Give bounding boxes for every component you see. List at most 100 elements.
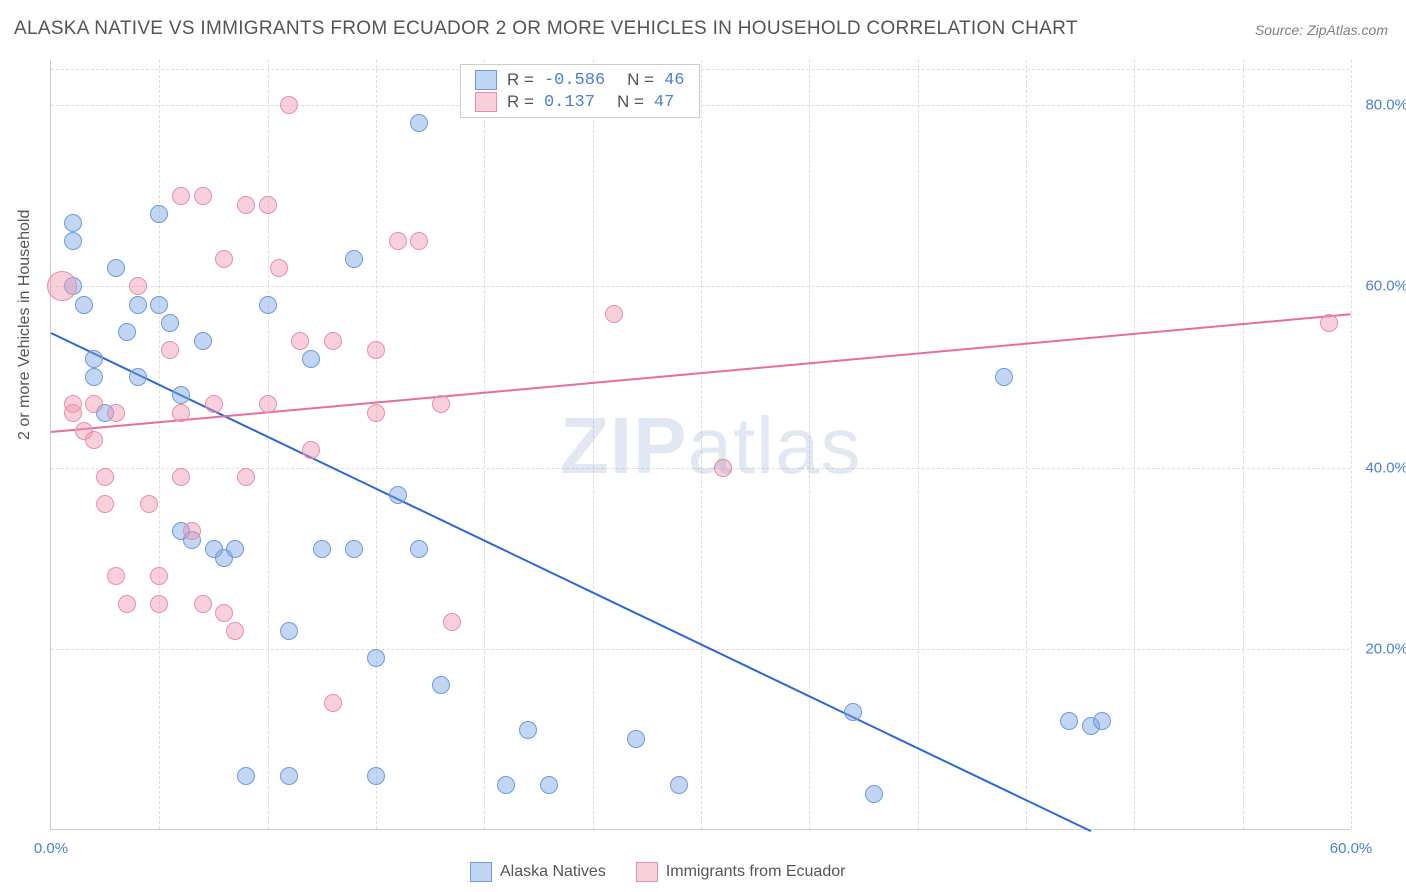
data-point xyxy=(75,296,93,314)
data-point xyxy=(280,622,298,640)
gridline-vertical xyxy=(1134,60,1135,829)
data-point xyxy=(205,395,223,413)
data-point xyxy=(995,368,1013,386)
gridline-vertical xyxy=(918,60,919,829)
data-point xyxy=(714,459,732,477)
legend-series-label: Immigrants from Ecuador xyxy=(666,863,846,881)
data-point xyxy=(118,595,136,613)
data-point xyxy=(237,468,255,486)
data-point xyxy=(172,404,190,422)
data-point xyxy=(107,404,125,422)
data-point xyxy=(410,114,428,132)
data-point xyxy=(291,332,309,350)
data-point xyxy=(129,296,147,314)
chart-title: ALASKA NATIVE VS IMMIGRANTS FROM ECUADOR… xyxy=(14,18,1078,40)
data-point xyxy=(410,232,428,250)
data-point xyxy=(410,540,428,558)
legend-n-value: 46 xyxy=(664,71,684,90)
data-point xyxy=(215,604,233,622)
plot-area: 20.0%40.0%60.0%80.0%0.0%60.0% xyxy=(50,60,1350,830)
data-point xyxy=(161,341,179,359)
gridline-vertical xyxy=(159,60,160,829)
data-point xyxy=(85,350,103,368)
data-point xyxy=(85,431,103,449)
gridline-vertical xyxy=(593,60,594,829)
data-point xyxy=(172,386,190,404)
data-point xyxy=(259,395,277,413)
data-point xyxy=(150,595,168,613)
data-point xyxy=(226,622,244,640)
data-point xyxy=(237,767,255,785)
data-point xyxy=(367,404,385,422)
data-point xyxy=(194,595,212,613)
legend-swatch xyxy=(470,862,492,882)
data-point xyxy=(540,776,558,794)
legend-r-value: 0.137 xyxy=(544,93,595,112)
legend-r-label: R = xyxy=(507,92,534,112)
data-point xyxy=(96,468,114,486)
data-point xyxy=(259,296,277,314)
data-point xyxy=(367,767,385,785)
y-tick-label: 80.0% xyxy=(1365,97,1406,114)
data-point xyxy=(313,540,331,558)
data-point xyxy=(64,214,82,232)
data-point xyxy=(270,259,288,277)
y-axis-label: 2 or more Vehicles in Household xyxy=(16,210,34,440)
data-point xyxy=(215,250,233,268)
data-point xyxy=(280,96,298,114)
legend-n-label: N = xyxy=(627,70,654,90)
data-point xyxy=(47,271,77,301)
data-point xyxy=(107,259,125,277)
data-point xyxy=(107,567,125,585)
data-point xyxy=(161,314,179,332)
source-attribution: Source: ZipAtlas.com xyxy=(1255,22,1388,38)
legend-r-value: -0.586 xyxy=(544,71,605,90)
legend-series-item: Alaska Natives xyxy=(470,862,606,882)
gridline-vertical xyxy=(809,60,810,829)
data-point xyxy=(627,730,645,748)
legend-swatch xyxy=(475,92,497,112)
data-point xyxy=(324,332,342,350)
data-point xyxy=(150,296,168,314)
data-point xyxy=(118,323,136,341)
gridline-vertical xyxy=(701,60,702,829)
data-point xyxy=(280,767,298,785)
legend-n-value: 47 xyxy=(654,93,674,112)
data-point xyxy=(844,703,862,721)
gridline-vertical xyxy=(484,60,485,829)
data-point xyxy=(96,495,114,513)
gridline-vertical xyxy=(376,60,377,829)
data-point xyxy=(64,232,82,250)
data-point xyxy=(324,694,342,712)
data-point xyxy=(64,404,82,422)
legend-stats-row: R = -0.586 N = 46 xyxy=(475,69,685,91)
legend-series-label: Alaska Natives xyxy=(500,863,606,881)
data-point xyxy=(865,785,883,803)
data-point xyxy=(150,205,168,223)
legend-r-label: R = xyxy=(507,70,534,90)
data-point xyxy=(605,305,623,323)
data-point xyxy=(367,649,385,667)
legend-stats-row: R = 0.137N = 47 xyxy=(475,91,685,113)
gridline-vertical xyxy=(1026,60,1027,829)
data-point xyxy=(129,368,147,386)
y-tick-label: 60.0% xyxy=(1365,278,1406,295)
gridline-vertical xyxy=(1243,60,1244,829)
data-point xyxy=(183,522,201,540)
data-point xyxy=(1320,314,1338,332)
data-point xyxy=(85,368,103,386)
data-point xyxy=(345,540,363,558)
data-point xyxy=(302,441,320,459)
data-point xyxy=(150,567,168,585)
data-point xyxy=(670,776,688,794)
legend-series: Alaska Natives Immigrants from Ecuador xyxy=(470,862,845,882)
legend-series-item: Immigrants from Ecuador xyxy=(636,862,846,882)
data-point xyxy=(432,676,450,694)
data-point xyxy=(443,613,461,631)
legend-swatch xyxy=(636,862,658,882)
data-point xyxy=(1060,712,1078,730)
x-tick-label: 0.0% xyxy=(34,840,68,857)
data-point xyxy=(237,196,255,214)
data-point xyxy=(345,250,363,268)
data-point xyxy=(226,540,244,558)
